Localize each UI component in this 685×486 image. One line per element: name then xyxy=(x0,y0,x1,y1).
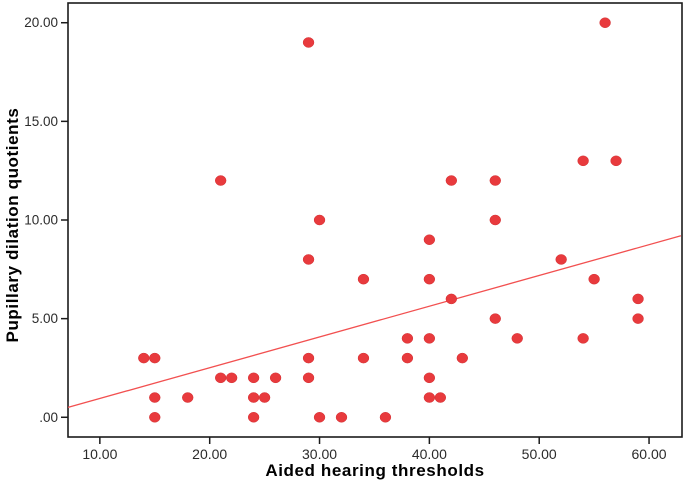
data-point xyxy=(423,333,436,344)
data-point xyxy=(226,372,238,384)
x-axis-title: Aided hearing thresholds xyxy=(265,461,485,480)
data-point xyxy=(357,352,370,364)
data-point xyxy=(577,155,589,167)
data-point xyxy=(215,372,227,384)
x-tick-label: 60.00 xyxy=(632,446,667,462)
y-tick-label: 15.00 xyxy=(24,114,58,129)
data-point xyxy=(379,412,392,423)
x-tick-label: 30.00 xyxy=(302,446,337,462)
y-axis-title: Pupillary dilation quotients xyxy=(3,107,22,343)
data-point xyxy=(247,392,260,403)
data-point xyxy=(302,352,315,364)
x-tick-label: 50.00 xyxy=(522,446,557,462)
data-point xyxy=(423,273,436,285)
data-point xyxy=(258,392,271,403)
data-point xyxy=(313,412,326,423)
data-point xyxy=(423,234,436,245)
y-tick-label: .00 xyxy=(39,410,58,425)
y-tick-label: 20.00 xyxy=(24,15,58,30)
x-tick-label: 10.00 xyxy=(82,446,117,462)
data-point xyxy=(577,333,589,344)
data-point xyxy=(182,392,194,403)
data-point xyxy=(511,333,523,344)
data-point xyxy=(555,254,567,265)
plot-frame xyxy=(67,2,683,438)
data-point xyxy=(149,392,161,403)
data-point xyxy=(149,412,161,423)
y-tick-label: 5.00 xyxy=(32,311,58,326)
data-point xyxy=(610,155,622,167)
data-point xyxy=(247,412,260,423)
data-point xyxy=(302,254,315,265)
data-point xyxy=(489,175,501,186)
data-point xyxy=(247,372,260,384)
data-point xyxy=(588,273,600,285)
fit-line xyxy=(67,235,682,409)
data-point xyxy=(434,392,447,403)
data-point xyxy=(357,273,370,285)
data-point xyxy=(445,293,457,305)
data-point xyxy=(423,392,436,403)
data-point xyxy=(138,352,150,364)
data-point xyxy=(401,333,414,344)
data-point xyxy=(401,352,414,364)
data-point xyxy=(599,17,611,28)
data-point xyxy=(302,372,315,384)
data-point xyxy=(489,313,501,324)
data-point xyxy=(456,352,468,364)
data-point xyxy=(335,412,348,423)
data-point xyxy=(302,37,315,48)
y-tick-label: 10.00 xyxy=(24,213,58,228)
data-point xyxy=(632,313,644,324)
data-point xyxy=(489,214,501,226)
data-point xyxy=(149,352,161,364)
data-point xyxy=(215,175,227,186)
x-tick-label: 40.00 xyxy=(412,446,447,462)
data-point xyxy=(423,372,436,384)
data-point xyxy=(632,293,644,305)
x-tick-label: 20.00 xyxy=(192,446,227,462)
data-point xyxy=(313,214,326,226)
data-point xyxy=(445,175,457,186)
data-point xyxy=(269,372,282,384)
